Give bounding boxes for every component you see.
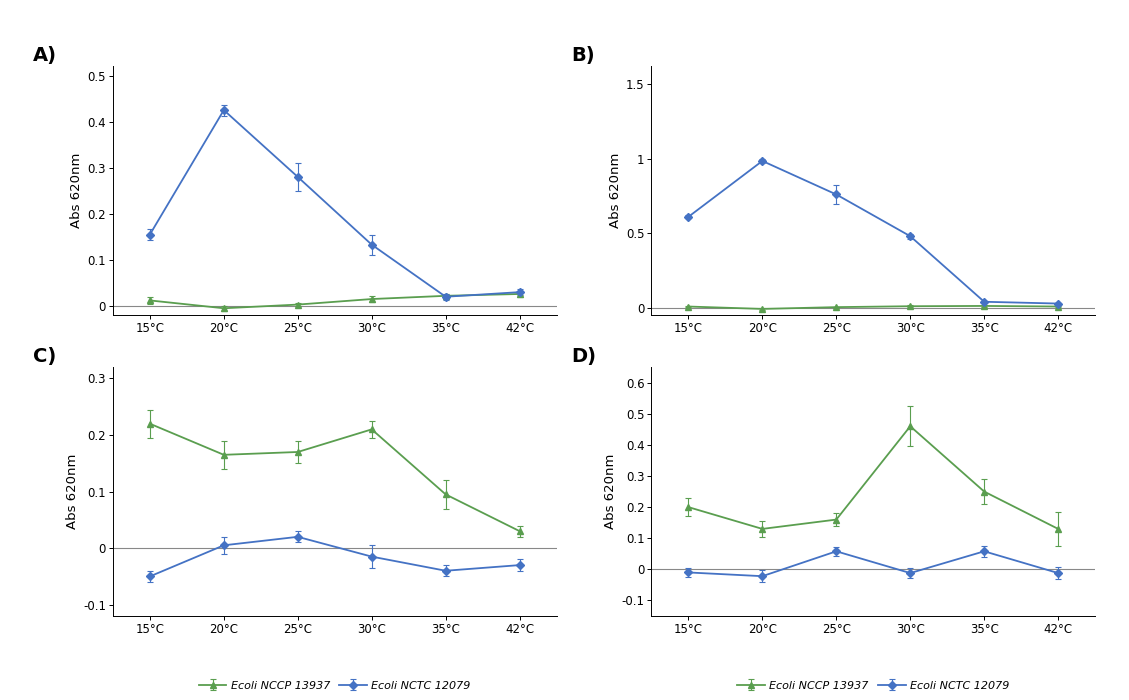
Text: C): C) (33, 347, 56, 366)
Y-axis label: Abs 620nm: Abs 620nm (70, 153, 84, 228)
Y-axis label: Abs 620nm: Abs 620nm (604, 454, 618, 529)
Y-axis label: Abs 620nm: Abs 620nm (65, 454, 79, 529)
Legend: Ecoli NCCP 13937, Ecoli NCTC 12079: Ecoli NCCP 13937, Ecoli NCTC 12079 (194, 676, 475, 695)
Text: A): A) (33, 46, 58, 65)
Legend: Ecoli NCCP 13930, Ecoli NCCP 13934: Ecoli NCCP 13930, Ecoli NCCP 13934 (733, 375, 1014, 394)
Legend: Ecoli NCCP 13937, Ecoli NCTC 12079: Ecoli NCCP 13937, Ecoli NCTC 12079 (733, 676, 1014, 695)
Legend: Ecoli NCCP 13930, Ecoli NCCP 13934: Ecoli NCCP 13930, Ecoli NCCP 13934 (194, 375, 475, 394)
Y-axis label: Abs 620nm: Abs 620nm (609, 153, 622, 228)
Text: D): D) (571, 347, 596, 366)
Text: B): B) (571, 46, 595, 65)
